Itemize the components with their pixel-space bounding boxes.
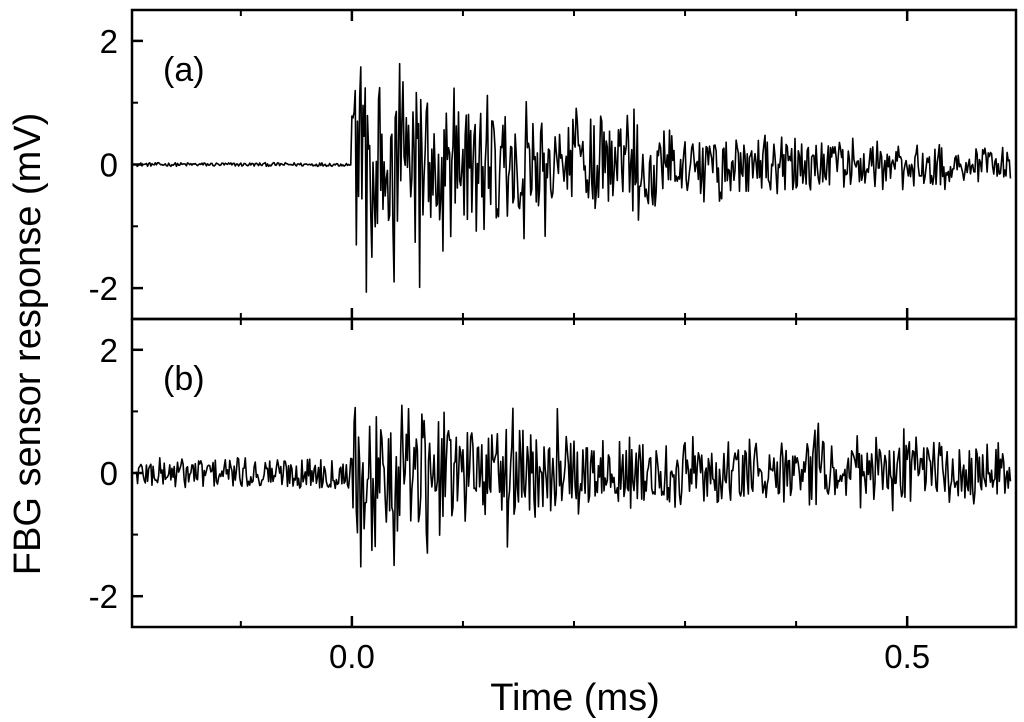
series-line (135, 404, 1012, 568)
y-tick-label: -2 (89, 270, 118, 307)
panel-label: (a) (163, 51, 205, 89)
panel-frame (130, 8, 1018, 321)
panel-a: 2 0 -2 (a) (89, 8, 1018, 321)
y-tick-label: 0 (100, 455, 118, 492)
y-tick-label: 2 (100, 23, 118, 60)
panel-label: (b) (163, 360, 205, 398)
y-tick-label: 2 (100, 332, 118, 369)
panels: 2 0 -2 (a) 2 0 -2 (b) (89, 8, 1018, 629)
y-tick-label: 0 (100, 147, 118, 184)
y-tick-label: -2 (89, 578, 118, 615)
x-tick-label: 0.5 (884, 638, 930, 675)
x-tick-label: 0.0 (329, 638, 375, 675)
panel-b: 2 0 -2 (b) (89, 317, 1018, 629)
x-axis-label: Time (ms) (490, 677, 660, 719)
y-axis-label: FBG sensor response (mV) (7, 113, 49, 575)
series-line (136, 62, 1012, 293)
x-axis: 0.0 0.5 (329, 638, 930, 675)
